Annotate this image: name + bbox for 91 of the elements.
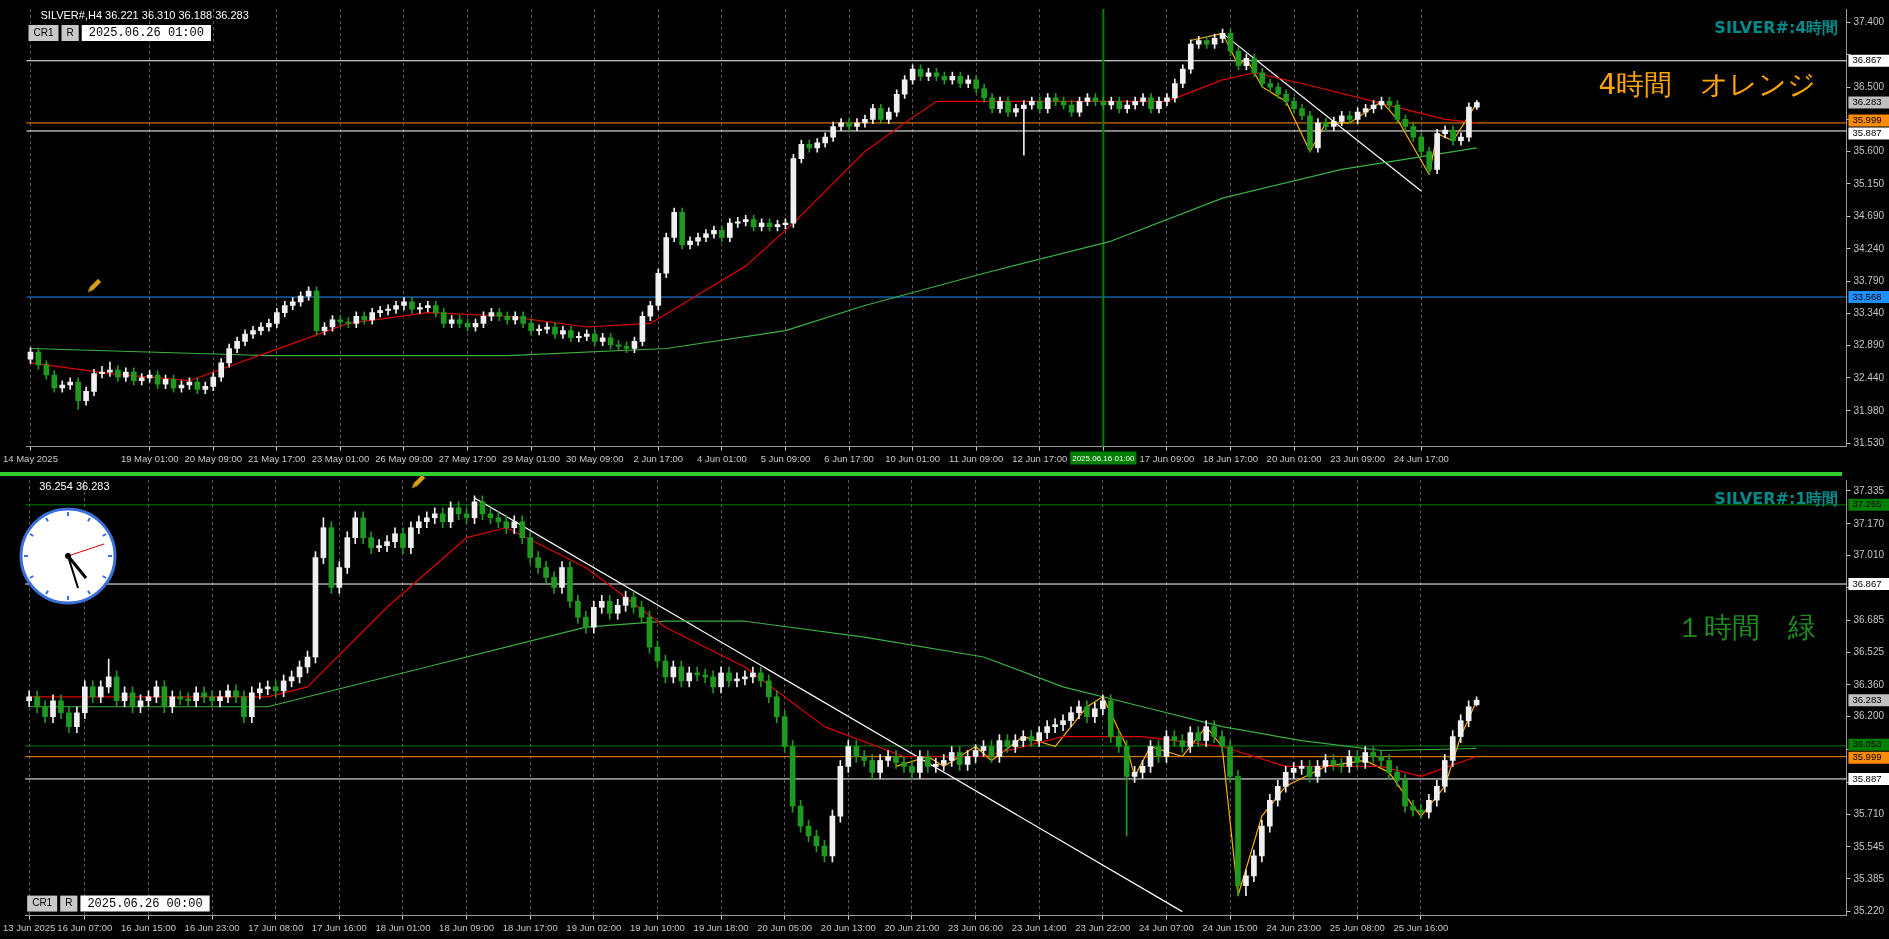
ref-line-label: 36.053 — [1852, 738, 1882, 750]
y-tick-label: 34.240 — [1853, 242, 1885, 254]
x-tick-label: 6 Jun 17:00 — [824, 452, 874, 464]
x-tick-label: 20 Jun 01:00 — [1266, 452, 1322, 464]
annotation: R — [66, 26, 74, 38]
y-tick-label: 36.685 — [1853, 613, 1885, 625]
annotation: 4時間 オレンジ — [1598, 68, 1817, 102]
y-tick-label: 37.335 — [1853, 484, 1885, 496]
x-tick-label: 18 Jun 17:00 — [1203, 452, 1258, 464]
ref-line-label: 35.999 — [1852, 751, 1882, 763]
ref-line-label: 36.867 — [1852, 54, 1882, 66]
ref-line-label: 37.265 — [1852, 498, 1882, 510]
annotation: 2025.06.26 01:00 — [88, 26, 204, 41]
y-tick-label: 35.220 — [1853, 905, 1885, 917]
y-tick-label: 37.010 — [1853, 549, 1885, 561]
x-tick-label: 23 May 01:00 — [311, 452, 370, 464]
x-tick-label: 25 Jun 08:00 — [1329, 921, 1385, 933]
ref-line-label: 35.999 — [1852, 114, 1882, 126]
x-tick-label: 11 Jun 09:00 — [949, 452, 1004, 464]
x-tick-label: 21 May 17:00 — [248, 452, 306, 464]
y-tick-label: 33.790 — [1853, 274, 1885, 286]
x-tick-label: 20 May 09:00 — [184, 452, 243, 464]
x-tick-label: 18 Jun 01:00 — [375, 921, 431, 933]
annotation: 2025.06.26 00:00 — [87, 896, 203, 911]
x-tick-label: 26 May 09:00 — [375, 452, 433, 464]
x-tick-label: 23 Jun 22:00 — [1075, 921, 1131, 933]
chart-subtitle: SILVER#,H4 36.221 36.310 36.188 36.283 — [40, 9, 249, 22]
text: 36.283 — [1852, 96, 1882, 108]
y-tick-label: 35.710 — [1853, 807, 1885, 819]
annotation: R — [65, 897, 73, 909]
x-tick-label: 2 Jun 17:00 — [633, 452, 684, 464]
y-tick-label: 35.150 — [1853, 177, 1885, 189]
x-tick-label: 18 Jun 17:00 — [502, 921, 558, 933]
x-tick-label: 4 Jun 01:00 — [697, 452, 747, 464]
x-tick-label: 19 Jun 18:00 — [693, 921, 749, 933]
y-tick-label: 36.360 — [1853, 678, 1885, 690]
x-tick-label: 5 Jun 09:00 — [760, 452, 811, 464]
ref-line-label: 33.568 — [1852, 290, 1882, 302]
y-tick-label: 35.600 — [1853, 145, 1885, 157]
annotation: CR1 — [33, 26, 54, 38]
y-tick-label: 34.690 — [1853, 210, 1885, 222]
text: 36.283 — [1852, 693, 1882, 705]
x-tick-label: 14 May 2025 — [3, 452, 58, 464]
x-tick-label: 20 Jun 13:00 — [820, 921, 876, 933]
annotation: CR1 — [32, 897, 53, 909]
ref-line-label: 35.887 — [1852, 772, 1882, 784]
y-tick-label: 32.440 — [1853, 371, 1885, 383]
y-tick-label: 36.200 — [1853, 710, 1885, 722]
x-tick-label: 16 Jun 07:00 — [57, 921, 113, 933]
x-tick-label: 19 Jun 10:00 — [629, 921, 685, 933]
chart-subtitle: 36.254 36.283 — [39, 480, 110, 493]
x-tick-label: 16 Jun 15:00 — [120, 921, 176, 933]
text: SILVER#:4時間 — [1714, 18, 1839, 38]
x-tick-label: 24 Jun 07:00 — [1138, 921, 1194, 933]
x-tick-label: 18 Jun 09:00 — [439, 921, 495, 933]
x-tick-label: 23 Jun 06:00 — [948, 921, 1004, 933]
x-tick-label: 19 Jun 02:00 — [566, 921, 622, 933]
x-tick-label: 30 May 09:00 — [565, 452, 624, 464]
x-tick-label: 20 Jun 05:00 — [757, 921, 813, 933]
x-tick-label: 25 Jun 16:00 — [1393, 921, 1449, 933]
ref-line-label: 36.867 — [1852, 577, 1882, 589]
y-tick-label: 36.500 — [1853, 80, 1885, 92]
x-tick-label: 19 May 01:00 — [120, 452, 179, 464]
x-tick-label: 27 May 17:00 — [438, 452, 497, 464]
x-tick-label: 13 Jun 2025 — [3, 921, 56, 933]
y-tick-label: 32.890 — [1853, 339, 1885, 351]
y-tick-label: 31.530 — [1853, 436, 1885, 448]
x-tick-label: 23 Jun 09:00 — [1330, 452, 1386, 464]
y-tick-label: 31.980 — [1853, 404, 1885, 416]
x-tick-label: 16 Jun 23:00 — [184, 921, 240, 933]
ref-line-label: 35.887 — [1852, 127, 1882, 139]
x-tick-label: 17 Jun 16:00 — [311, 921, 367, 933]
x-tick-label: 12 Jun 17:00 — [1012, 452, 1068, 464]
x-tick-label: 20 Jun 21:00 — [884, 921, 940, 933]
y-tick-label: 33.340 — [1853, 307, 1885, 319]
x-tick-label: 24 Jun 15:00 — [1202, 921, 1258, 933]
x-tick-label: 24 Jun 17:00 — [1393, 452, 1449, 464]
y-tick-label: 35.385 — [1853, 872, 1885, 884]
annotation: １時間 緑 — [1676, 611, 1817, 645]
x-tick-label: 24 Jun 23:00 — [1266, 921, 1322, 933]
x-tick-label: 2025.06.16 01:00 — [1072, 453, 1136, 463]
y-tick-label: 35.545 — [1853, 840, 1885, 852]
x-tick-label: 17 Jun 08:00 — [248, 921, 304, 933]
x-tick-label: 29 May 01:00 — [502, 452, 560, 464]
x-tick-label: 23 Jun 14:00 — [1011, 921, 1067, 933]
x-tick-label: 17 Jun 09:00 — [1139, 452, 1195, 464]
y-tick-label: 37.170 — [1853, 517, 1885, 529]
y-tick-label: 37.400 — [1853, 16, 1885, 28]
text: SILVER#:1時間 — [1714, 489, 1839, 509]
y-tick-label: 36.525 — [1853, 645, 1885, 657]
x-tick-label: 10 Jun 01:00 — [885, 452, 941, 464]
